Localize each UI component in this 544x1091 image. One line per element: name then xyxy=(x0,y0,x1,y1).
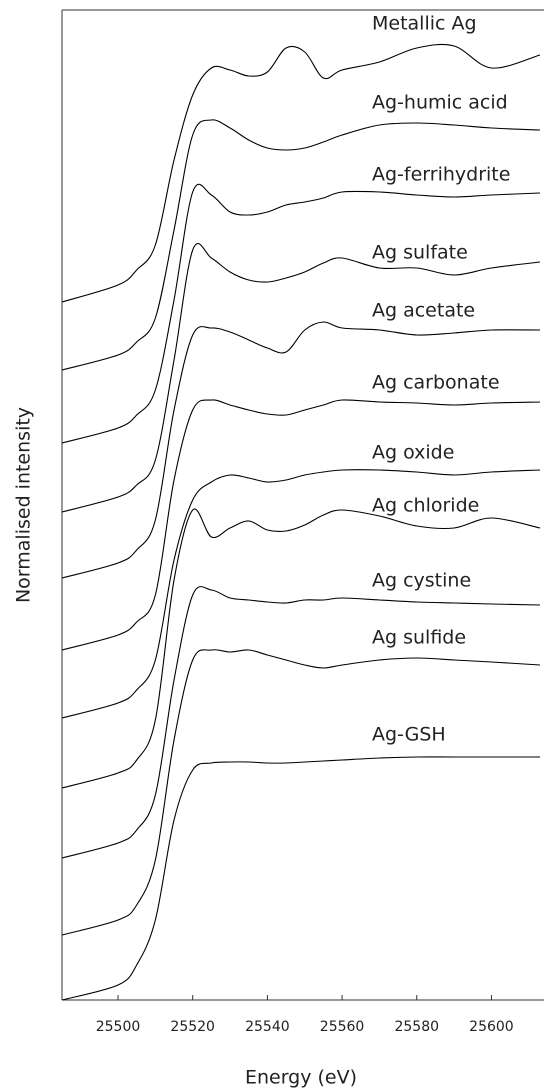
series-label: Ag oxide xyxy=(372,442,454,464)
x-tick-label: 25540 xyxy=(245,1019,290,1035)
series-label: Ag cystine xyxy=(372,570,471,592)
spectrum-line xyxy=(61,43,541,303)
spectrum-line xyxy=(61,586,541,859)
x-tick-label: 25500 xyxy=(96,1019,141,1035)
series-label: Ag sulfate xyxy=(372,242,468,264)
series-label: Ag chloride xyxy=(372,495,479,517)
x-tick-label: 25520 xyxy=(170,1019,215,1035)
y-axis-label: Normalised intensity xyxy=(13,407,35,603)
series-label: Ag carbonate xyxy=(372,372,500,394)
x-tick-label: 25560 xyxy=(320,1019,365,1035)
x-tick-label: 25580 xyxy=(394,1019,439,1035)
series-label: Ag acetate xyxy=(372,300,475,322)
series-label: Ag-humic acid xyxy=(372,92,508,114)
series-label: Ag-ferrihydrite xyxy=(372,164,510,186)
spectrum-line xyxy=(61,756,540,1001)
spectrum-line xyxy=(61,119,541,371)
spectrum-line xyxy=(61,469,541,719)
spectrum-line xyxy=(61,321,541,579)
x-axis-label: Energy (eV) xyxy=(245,1067,357,1089)
spectrum-line xyxy=(61,399,541,651)
x-tick-label: 25600 xyxy=(469,1019,514,1035)
series-label: Ag sulfide xyxy=(372,627,466,649)
series-label: Metallic Ag xyxy=(372,13,477,35)
spectrum-line xyxy=(61,508,541,789)
spectrum-line xyxy=(61,243,541,513)
series-label: Ag-GSH xyxy=(372,724,446,746)
spectrum-line xyxy=(61,183,541,444)
spectrum-line xyxy=(61,649,541,936)
